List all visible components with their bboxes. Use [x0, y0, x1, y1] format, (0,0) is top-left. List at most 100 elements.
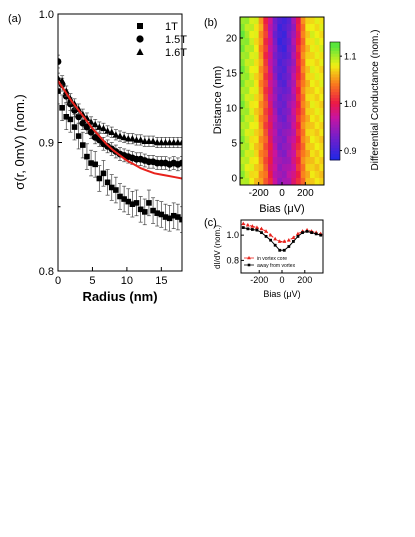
heatmap-cell: [254, 115, 260, 123]
heatmap-cell: [263, 31, 269, 39]
data-point-away from vortex: [250, 228, 254, 231]
heatmap-cell: [254, 122, 260, 130]
heatmap-cell: [268, 66, 274, 74]
data-point-1T: [166, 215, 173, 222]
heatmap-cell: [249, 143, 255, 151]
heatmap-cell: [305, 164, 311, 172]
heatmap-cell: [282, 45, 288, 53]
heatmap-cell: [277, 94, 283, 102]
heatmap-cell: [319, 87, 325, 95]
heatmap-cell: [296, 101, 302, 109]
heatmap-cell: [244, 73, 250, 81]
heatmap-cell: [314, 164, 320, 172]
heatmap-cell: [291, 164, 297, 172]
heatmap-cell: [319, 143, 325, 151]
heatmap-cell: [272, 143, 278, 151]
heatmap-cell: [254, 178, 260, 186]
heatmap-cell: [263, 17, 269, 25]
panel-c-y-axis-label: dI/dV (nom.): [213, 225, 222, 269]
panel-b-colorbar-label: Differential Conductance (nom.): [370, 30, 381, 171]
heatmap-cell: [244, 129, 250, 137]
heatmap-cell: [282, 94, 288, 102]
heatmap-cell: [300, 80, 306, 88]
x-tick-label: 5: [89, 275, 95, 287]
heatmap-cell: [249, 157, 255, 165]
panel-a-frame: [57, 13, 183, 272]
legend-marker-away from vortex: [247, 263, 251, 267]
x-tick-label: 0: [279, 275, 284, 285]
heatmap-cell: [296, 157, 302, 165]
heatmap-cell: [296, 136, 302, 144]
heatmap-cell: [296, 122, 302, 130]
heatmap-cell: [240, 80, 246, 88]
panel-b-colorbar: 0.9 1.0 1.1: [329, 41, 357, 161]
heatmap-cell: [314, 17, 320, 25]
heatmap-cell: [272, 171, 278, 179]
heatmap-cell: [286, 143, 292, 151]
heatmap-cell: [282, 129, 288, 137]
heatmap-cell: [249, 38, 255, 46]
heatmap-cell: [300, 31, 306, 39]
colorbar-segment: [330, 130, 340, 134]
data-point-1T: [63, 114, 70, 120]
data-point-away from vortex: [319, 233, 323, 237]
heatmap-cell: [254, 108, 260, 116]
heatmap-cell: [305, 80, 311, 88]
heatmap-cell: [268, 52, 274, 60]
heatmap-cell: [291, 178, 297, 186]
heatmap-cell: [277, 150, 283, 158]
y-tick-label: 20: [226, 34, 238, 45]
heatmap-cell: [258, 150, 264, 158]
heatmap-cell: [268, 17, 274, 25]
panel-b: (b) -200 0 200 0 5 10 15 20 0.9 1.0 1.1 Bias (μV)…: [204, 16, 381, 215]
heatmap-cell: [310, 129, 316, 137]
heatmap-cell: [300, 164, 306, 172]
heatmap-cell: [268, 164, 274, 172]
heatmap-cell: [310, 31, 316, 39]
heatmap-cell: [286, 171, 292, 179]
heatmap-cell: [305, 73, 311, 81]
heatmap-cell: [319, 24, 325, 32]
heatmap-cell: [296, 94, 302, 102]
data-point-1.6T: [149, 137, 157, 145]
colorbar-segment: [330, 95, 340, 99]
colorbar-tick-label: 0.9: [344, 146, 357, 156]
colorbar-segment: [330, 62, 340, 66]
heatmap-cell: [249, 129, 255, 137]
heatmap-cell: [263, 59, 269, 67]
heatmap-cell: [310, 115, 316, 123]
data-point-away from vortex: [310, 231, 314, 235]
heatmap-cell: [310, 136, 316, 144]
y-tick-label: 0.8: [226, 255, 239, 265]
heatmap-cell: [272, 24, 278, 32]
heatmap-cell: [282, 178, 288, 186]
heatmap-cell: [314, 150, 320, 158]
heatmap-cell: [282, 143, 288, 151]
colorbar-segment: [330, 136, 340, 140]
heatmap-cell: [305, 178, 311, 186]
data-point-away from vortex: [287, 245, 291, 248]
data-point-1T: [84, 153, 90, 160]
heatmap-cell: [314, 129, 320, 137]
heatmap-cell: [291, 150, 297, 158]
heatmap-cell: [258, 45, 264, 53]
heatmap-cell: [272, 101, 278, 109]
heatmap-cell: [240, 73, 246, 81]
data-point-1T: [80, 142, 86, 148]
heatmap-cell: [249, 66, 255, 74]
legend-label: 1.5T: [165, 34, 187, 46]
data-point-away from vortex: [314, 232, 318, 236]
heatmap-cell: [272, 150, 278, 158]
heatmap-cell: [319, 80, 325, 88]
heatmap-cell: [314, 122, 320, 130]
heatmap-cell: [272, 17, 278, 25]
heatmap-cell: [314, 80, 320, 88]
heatmap-cell: [244, 80, 250, 88]
heatmap-cell: [300, 87, 306, 95]
heatmap-cell: [240, 24, 246, 32]
heatmap-cell: [272, 94, 278, 102]
heatmap-cell: [277, 38, 283, 46]
colorbar-segment: [330, 106, 340, 111]
heatmap-cell: [258, 122, 264, 130]
heatmap-cell: [272, 45, 278, 53]
